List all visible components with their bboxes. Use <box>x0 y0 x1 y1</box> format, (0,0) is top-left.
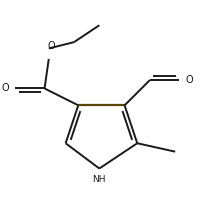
Text: O: O <box>186 75 193 85</box>
Text: NH: NH <box>93 175 106 184</box>
Text: O: O <box>1 84 9 93</box>
Text: O: O <box>47 41 55 50</box>
